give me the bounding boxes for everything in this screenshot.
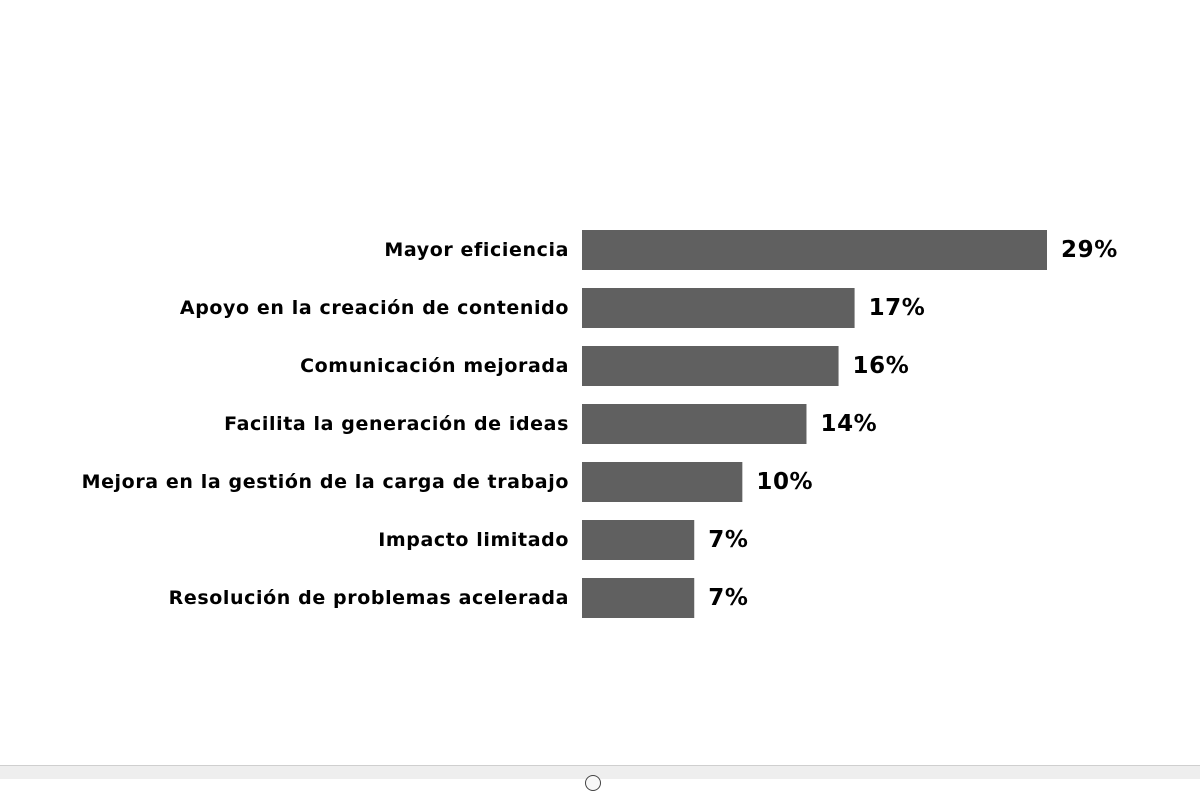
value-label-3: 16% <box>853 353 910 379</box>
bottom-scrollbar[interactable] <box>0 765 1200 791</box>
value-label-7: 7% <box>708 585 748 611</box>
category-label-1: Mayor eficiencia <box>384 239 569 261</box>
scroll-handle-icon[interactable] <box>585 775 601 791</box>
category-label-5: Mejora en la gestión de la carga de trab… <box>82 471 569 493</box>
bar-6 <box>582 520 695 560</box>
category-label-6: Impacto limitado <box>378 529 569 551</box>
bar-7 <box>582 578 695 618</box>
bar-chart: Mayor eficiencia 29% Apoyo en la creación … <box>82 230 1118 618</box>
value-label-2: 17% <box>869 295 926 321</box>
bar-3 <box>582 346 839 386</box>
category-label-3: Comunicación mejorada <box>300 355 569 377</box>
value-label-4: 14% <box>820 411 877 437</box>
bar-4 <box>582 404 807 444</box>
category-label-7: Resolución de problemas acelerada <box>169 587 569 609</box>
value-label-5: 10% <box>756 469 813 495</box>
category-label-2: Apoyo en la creación de contenido <box>180 297 569 319</box>
category-label-4: Facilita la generación de ideas <box>224 413 569 435</box>
chart-area: Mayor eficiencia 29% Apoyo en la creación … <box>82 230 1118 618</box>
bar-5 <box>582 462 743 502</box>
value-label-1: 29% <box>1061 237 1118 263</box>
bar-2 <box>582 288 855 328</box>
value-label-6: 7% <box>708 527 748 553</box>
bar-1 <box>582 230 1047 270</box>
